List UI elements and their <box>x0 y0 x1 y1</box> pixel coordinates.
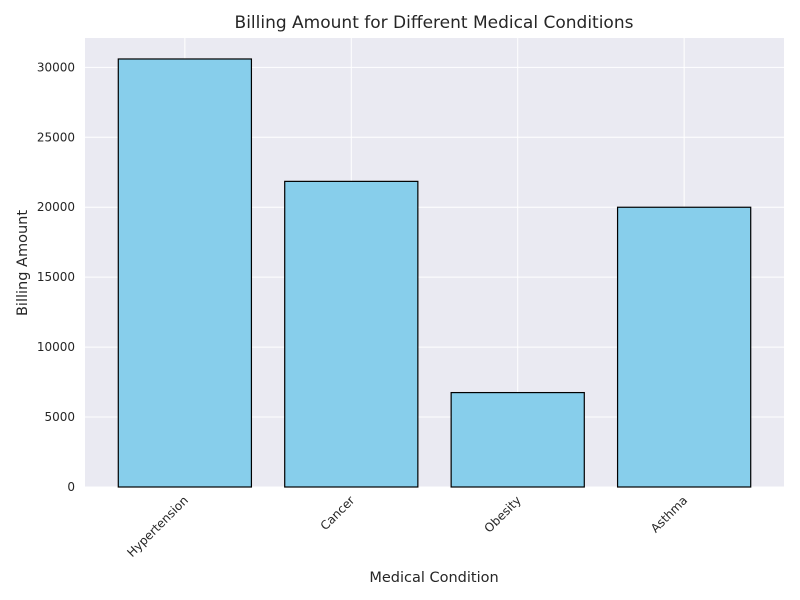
y-axis-ticks: 0 5000 10000 15000 20000 25000 30000 <box>37 60 75 494</box>
bar-hypertension <box>117 58 253 488</box>
y-tick-label: 25000 <box>37 130 75 144</box>
y-tick-label: 30000 <box>37 60 75 74</box>
y-tick-label: 10000 <box>37 340 75 354</box>
x-tick-label: Hypertension <box>124 493 191 560</box>
x-axis-label: Medical Condition <box>369 570 498 586</box>
y-tick-label: 15000 <box>37 270 75 284</box>
x-axis-ticks: Hypertension Cancer Obesity Asthma <box>124 493 690 560</box>
x-tick-label: Cancer <box>318 493 358 533</box>
bar-cancer <box>284 180 419 488</box>
y-tick-label: 5000 <box>44 410 75 424</box>
y-axis-label: Billing Amount <box>15 210 31 316</box>
bars <box>117 58 752 488</box>
y-tick-label: 20000 <box>37 200 75 214</box>
y-tick-label: 0 <box>67 480 75 494</box>
x-tick-label: Asthma <box>648 493 690 535</box>
bar-asthma <box>616 206 752 488</box>
chart-title: Billing Amount for Different Medical Con… <box>235 13 634 33</box>
x-tick-label: Obesity <box>482 493 524 535</box>
bar-obesity <box>450 391 585 488</box>
